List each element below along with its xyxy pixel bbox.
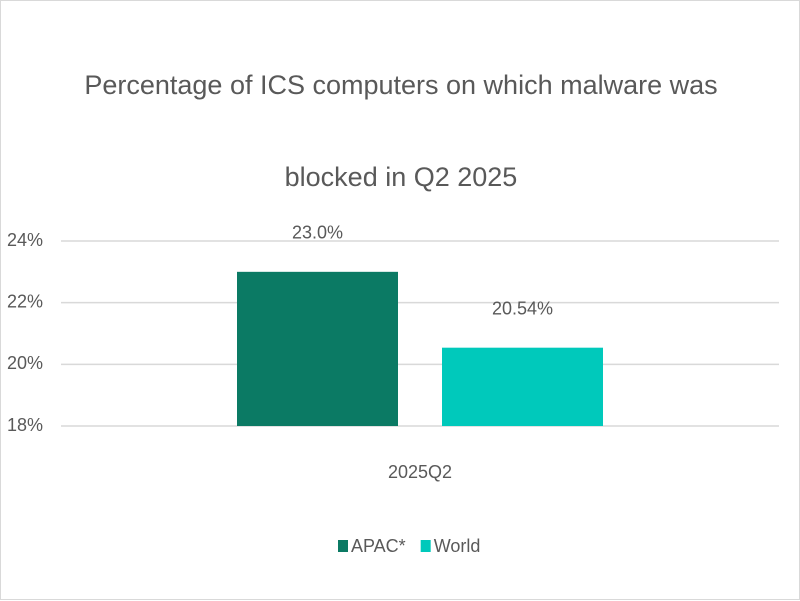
y-tick-label: 18%: [7, 415, 43, 435]
y-tick-label: 20%: [7, 353, 43, 373]
legend-swatch: [420, 540, 431, 552]
x-tick-label: 2025Q2: [388, 462, 452, 482]
legend-swatch: [338, 540, 348, 552]
y-tick-label: 22%: [7, 291, 43, 311]
data-label: 23.0%: [292, 223, 343, 243]
data-label: 20.54%: [492, 298, 553, 318]
bar: [237, 271, 398, 426]
chart-title: Percentage of ICS computers on which mal…: [84, 70, 718, 192]
legend-label: World: [434, 536, 481, 556]
bar: [442, 347, 603, 426]
legend-label: APAC*: [351, 536, 406, 556]
y-tick-label: 24%: [7, 230, 43, 250]
